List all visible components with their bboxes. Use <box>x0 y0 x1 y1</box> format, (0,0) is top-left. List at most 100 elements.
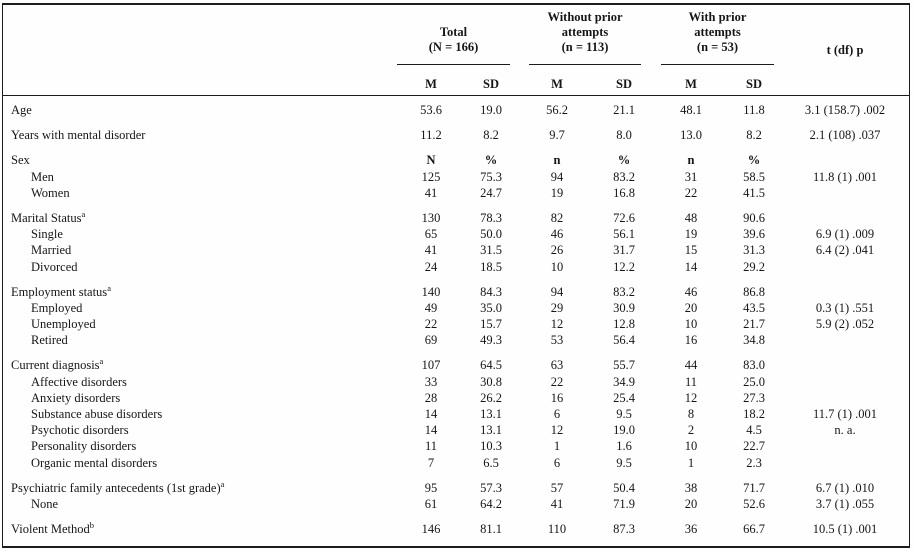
value-cell: 12.8 <box>613 317 635 332</box>
stat-column-header: t (df) p <box>826 43 864 57</box>
value-cell: 71.7 <box>743 480 765 495</box>
value-cell: 22 <box>550 374 564 389</box>
value-cell: 15 <box>684 243 698 258</box>
footnote-marker: a <box>107 282 111 293</box>
value-cell: 8 <box>687 407 695 421</box>
table-row: Affective disorders 33 30.8 22 34.9 11 25.0 <box>3 374 909 390</box>
table-row: None 61 64.2 41 71.9 20 52.6 3.7 (1) .055 <box>3 496 909 512</box>
value-cell: 53.6 <box>420 103 442 117</box>
subcolumn-header: SD <box>746 77 762 91</box>
row-label: Psychotic disorders <box>31 423 129 438</box>
value-cell: 43.5 <box>743 300 765 315</box>
value-cell: 6.5 <box>483 455 499 470</box>
value-cell: 41 <box>550 496 564 511</box>
value-cell: 90.6 <box>743 210 765 225</box>
row-label: Personality disorders <box>31 439 137 454</box>
value-cell: 26.2 <box>480 390 502 405</box>
value-cell: 46 <box>550 227 564 242</box>
value-cell: 28 <box>424 390 438 405</box>
table-row: Current diagnosisa 107 64.5 63 55.7 44 83.0 <box>3 357 909 373</box>
value-cell: 130 <box>421 210 441 225</box>
column-group-header: Without prior attempts (n = 113) <box>529 10 641 65</box>
value-cell: 12 <box>684 390 698 405</box>
row-label: Age <box>11 103 32 117</box>
column-group-label-line: Without prior <box>547 10 623 24</box>
value-cell: 10 <box>550 259 564 274</box>
table-row: Married 41 31.5 26 31.7 15 31.3 6.4 (2) .041 <box>3 242 909 258</box>
subcolumn-header: SD <box>483 77 499 91</box>
stat-cell: 5.9 (2) .052 <box>815 317 875 332</box>
value-cell: 41.5 <box>743 185 765 200</box>
stat-cell: 6.7 (1) .010 <box>815 480 875 495</box>
table-row: Personality disorders 11 10.3 1 1.6 10 22.7 <box>3 438 909 454</box>
value-cell: 14 <box>684 259 698 274</box>
value-cell: 110 <box>547 522 567 537</box>
column-group-label-line: (N = 166) <box>428 40 479 54</box>
stat-cell: 3.1 (158.7) .002 <box>804 103 886 117</box>
row-label: Affective disorders <box>31 374 127 389</box>
value-cell: 71.9 <box>613 496 635 511</box>
value-cell: 50.4 <box>613 480 635 495</box>
value-cell: 21.7 <box>743 317 765 332</box>
value-cell: 36 <box>684 522 698 537</box>
value-cell: 20 <box>684 496 698 511</box>
row-group: Current diagnosisa 107 64.5 63 55.7 44 83.0 Aff… <box>3 357 909 470</box>
value-cell: 34.8 <box>743 333 765 348</box>
value-cell: 29 <box>550 300 564 315</box>
row-label: Sex <box>11 153 30 168</box>
value-cell: 81.1 <box>480 522 502 537</box>
value-cell: 63 <box>550 358 564 373</box>
value-cell: 49.3 <box>480 333 502 348</box>
footnote-marker: b <box>89 519 95 530</box>
value-cell: 2.3 <box>746 455 762 470</box>
value-cell: 75.3 <box>480 169 502 184</box>
table-body: Age 53.6 19.0 56.2 21.1 48.1 11.8 3.1 (158.7) .… <box>3 96 909 537</box>
value-cell: 13.1 <box>480 407 502 421</box>
value-cell: 50.0 <box>480 227 502 242</box>
value-cell: 26 <box>550 243 564 258</box>
row-label: Anxiety disorders <box>31 390 121 405</box>
value-cell: % <box>484 153 498 168</box>
value-cell: n <box>553 153 561 168</box>
value-cell: 24 <box>424 259 438 274</box>
value-cell: 41 <box>424 243 438 258</box>
column-group-label-line: Total <box>439 25 468 39</box>
value-cell: 22.7 <box>743 439 765 454</box>
value-cell: 48 <box>684 210 698 225</box>
value-cell: 29.2 <box>743 259 765 274</box>
value-cell: n <box>687 153 695 168</box>
value-cell: 15.7 <box>480 317 502 332</box>
value-cell: 64.5 <box>480 358 502 373</box>
value-cell: 11 <box>684 374 698 389</box>
row-label: Divorced <box>31 259 78 274</box>
value-cell: 66.7 <box>743 522 765 537</box>
value-cell: 78.3 <box>480 210 502 225</box>
value-cell: 34.9 <box>613 374 635 389</box>
value-cell: 61 <box>424 496 438 511</box>
value-cell: 30.8 <box>480 374 502 389</box>
footnote-marker: a <box>99 356 104 367</box>
row-group: Years with mental disorder 11.2 8.2 9.7 8.0 1… <box>3 127 909 143</box>
footnote-marker: a <box>81 208 86 219</box>
value-cell: 12.2 <box>613 259 635 274</box>
table-header: Total (N = 166) Without prior attempts (n = … <box>3 5 909 96</box>
value-cell: 11.8 <box>743 103 765 117</box>
table-row: Organic mental disorders 7 6.5 6 9.5 1 2.3 <box>3 455 909 471</box>
value-cell: 38 <box>684 480 698 495</box>
row-group: Age 53.6 19.0 56.2 21.1 48.1 11.8 3.1 (158.7) .… <box>3 102 909 118</box>
value-cell: 87.3 <box>613 522 635 537</box>
value-cell: 4.5 <box>746 423 762 438</box>
table-row: Substance abuse disorders 14 13.1 6 9.5 8 18.2… <box>3 406 909 422</box>
value-cell: 46 <box>684 284 698 299</box>
value-cell: 1 <box>553 439 561 454</box>
table-row: Anxiety disorders 28 26.2 16 25.4 12 27.3 <box>3 390 909 406</box>
row-label: Years with mental disorder <box>11 128 146 143</box>
row-label: Married <box>31 243 72 258</box>
value-cell: 94 <box>550 284 564 299</box>
value-cell: 146 <box>421 522 441 537</box>
value-cell: 86.8 <box>743 284 765 299</box>
value-cell: 94 <box>550 169 564 184</box>
stat-cell: 10.5 (1) .001 <box>812 522 878 537</box>
row-label: Current diagnosisa <box>11 356 104 373</box>
value-cell: 57 <box>550 480 564 495</box>
